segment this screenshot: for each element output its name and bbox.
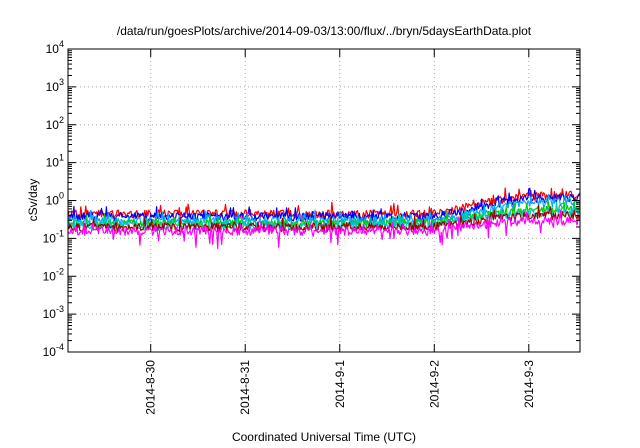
- series-layer: [67, 187, 581, 250]
- x-tick-label: 2014-9-2: [427, 360, 441, 408]
- series-line: [67, 204, 581, 233]
- y-tick-label: 10-4: [43, 342, 64, 359]
- y-axis: 10-4 10-3 10-2 10-1 100 101 102 103 104: [43, 39, 580, 359]
- y-tick-label: 10-3: [43, 304, 64, 321]
- x-tick-label: 2014-8-31: [238, 360, 252, 415]
- y-tick-label: 10-1: [43, 228, 64, 245]
- series-line: [67, 210, 581, 250]
- grid: [68, 49, 580, 352]
- x-axis-label: Coordinated Universal Time (UTC): [232, 430, 416, 444]
- y-tick-label: 100: [46, 191, 64, 208]
- x-axis: 2014-8-30 2014-8-31 2014-9-1 2014-9-2 2014-9…: [144, 49, 536, 415]
- y-tick-label: 102: [46, 115, 64, 132]
- x-tick-label: 2014-8-30: [144, 360, 158, 415]
- y-axis-label: cSv/day: [26, 179, 40, 222]
- y-tick-label: 101: [46, 153, 64, 170]
- y-tick-label: 104: [46, 39, 64, 56]
- chart-title: /data/run/goesPlots/archive/2014-09-03/1…: [117, 24, 532, 38]
- y-tick-label: 10-2: [43, 266, 64, 283]
- x-tick-label: 2014-9-3: [522, 360, 536, 408]
- x-tick-label: 2014-9-1: [333, 360, 347, 408]
- y-tick-label: 103: [46, 77, 64, 94]
